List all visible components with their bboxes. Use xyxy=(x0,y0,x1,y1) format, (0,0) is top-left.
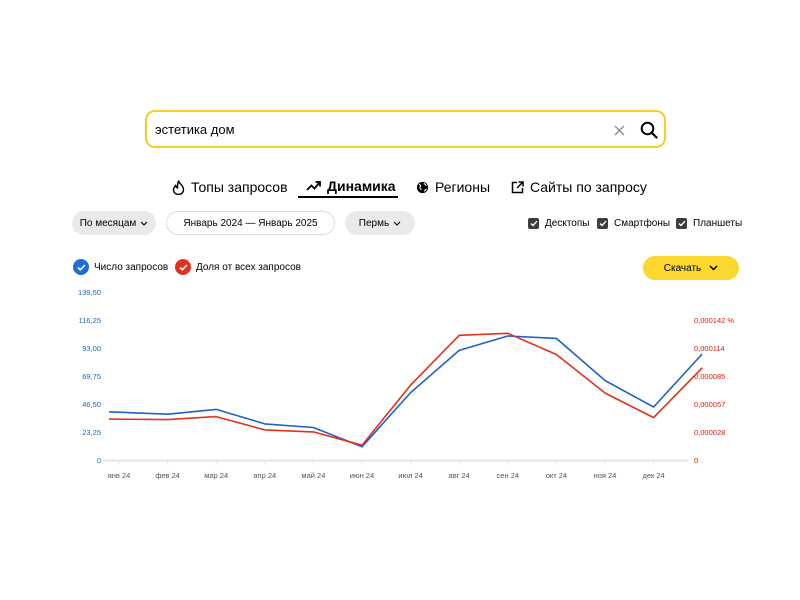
region-select-label: Пермь xyxy=(358,217,390,229)
y-tick-label-left: 23,25 xyxy=(82,428,101,437)
y-tick-label-right: 0,000142 % xyxy=(694,316,734,325)
checkbox-smartphones-box[interactable] xyxy=(597,217,608,229)
checkbox-desktops-box[interactable] xyxy=(528,217,539,229)
y-tick-label-right: 0,000028 xyxy=(694,428,725,437)
check-icon xyxy=(178,263,188,271)
search-input[interactable] xyxy=(155,119,595,139)
search-box xyxy=(145,110,666,148)
y-tick-label-left: 69,75 xyxy=(82,372,101,381)
checkbox-smartphones[interactable]: Смартфоны xyxy=(597,216,670,230)
x-tick-label: авг 24 xyxy=(449,471,470,480)
y-tick-label-right: 0,000057 xyxy=(694,400,725,409)
x-tick-label: сен 24 xyxy=(497,471,520,480)
date-range-label: Январь 2024 — Январь 2025 xyxy=(183,217,318,229)
check-icon xyxy=(599,220,607,227)
x-tick-label: янв 24 xyxy=(108,471,131,480)
chevron-down-icon xyxy=(140,221,148,226)
search-button[interactable] xyxy=(637,118,661,142)
tab-top-queries-label: Топы запросов xyxy=(191,179,288,195)
checkbox-smartphones-label: Смартфоны xyxy=(614,217,671,229)
checkbox-desktops[interactable]: Десктопы xyxy=(528,216,589,230)
download-button-label: Скачать xyxy=(663,262,702,274)
y-tick-label-left: 0 xyxy=(97,456,101,465)
tab-dynamics[interactable]: Динамика xyxy=(298,176,398,198)
y-tick-label-left: 139,50 xyxy=(78,288,101,297)
x-tick-label: дек 24 xyxy=(642,471,664,480)
globe-icon xyxy=(416,181,429,193)
checkbox-tablets-label: Планшеты xyxy=(693,217,743,229)
check-icon xyxy=(530,220,538,227)
trend-up-icon xyxy=(306,181,321,191)
legend-query-share-toggle[interactable] xyxy=(175,259,191,275)
x-tick-label: окт 24 xyxy=(546,471,567,480)
tab-top-queries[interactable]: Топы запросов xyxy=(172,176,288,198)
region-select[interactable]: Пермь xyxy=(345,211,415,235)
checkbox-tablets[interactable]: Планшеты xyxy=(676,216,742,230)
x-tick-label: май 24 xyxy=(301,471,325,480)
flame-icon xyxy=(172,179,185,195)
period-select-label: По месяцам xyxy=(79,217,137,229)
tab-regions-label: Регионы xyxy=(435,179,491,195)
checkbox-tablets-box[interactable] xyxy=(676,217,687,229)
y-tick-label-right: 0,000114 xyxy=(694,344,725,353)
check-icon xyxy=(76,263,86,271)
date-range-picker[interactable]: Январь 2024 — Январь 2025 xyxy=(166,211,335,235)
legend-query-count[interactable]: Число запросов xyxy=(73,259,168,275)
series-line-query-count xyxy=(108,335,703,448)
period-select[interactable]: По месяцам xyxy=(72,211,156,235)
x-tick-label: июл 24 xyxy=(398,471,422,480)
close-icon xyxy=(614,125,624,135)
chevron-down-icon xyxy=(709,265,718,271)
search-icon xyxy=(640,121,658,139)
x-tick-label: фев 24 xyxy=(155,471,180,480)
y-tick-label-left: 46,50 xyxy=(82,400,101,409)
series-line-query-share xyxy=(108,332,703,447)
tab-dynamics-label: Динамика xyxy=(327,178,396,194)
x-tick-label: июн 24 xyxy=(350,471,374,480)
legend-query-share-label: Доля от всех запросов xyxy=(196,261,301,273)
x-tick-label: мар 24 xyxy=(204,471,228,480)
tab-sites[interactable]: Сайты по запросу xyxy=(511,176,647,198)
legend-query-count-toggle[interactable] xyxy=(73,259,89,275)
tabs-bar: Топы запросов Динамика Регионы Сайты по … xyxy=(0,176,800,198)
tab-regions[interactable]: Регионы xyxy=(416,176,490,198)
check-icon xyxy=(678,220,686,227)
checkbox-desktops-label: Десктопы xyxy=(545,217,590,229)
legend-query-count-label: Число запросов xyxy=(94,261,169,273)
legend-query-share[interactable]: Доля от всех запросов xyxy=(175,259,301,275)
y-tick-label-right: 0 xyxy=(694,456,698,465)
x-tick-label: апр 24 xyxy=(253,471,276,480)
external-link-icon xyxy=(511,180,524,193)
y-tick-label-right: 0,000085 xyxy=(694,372,725,381)
chevron-down-icon xyxy=(393,221,401,226)
tab-sites-label: Сайты по запросу xyxy=(530,179,647,195)
x-tick-label: ноя 24 xyxy=(594,471,617,480)
y-tick-label-left: 116,25 xyxy=(79,316,101,325)
clear-search-button[interactable] xyxy=(609,120,629,140)
download-button[interactable]: Скачать xyxy=(643,256,739,280)
y-tick-label-left: 93,00 xyxy=(82,344,101,353)
